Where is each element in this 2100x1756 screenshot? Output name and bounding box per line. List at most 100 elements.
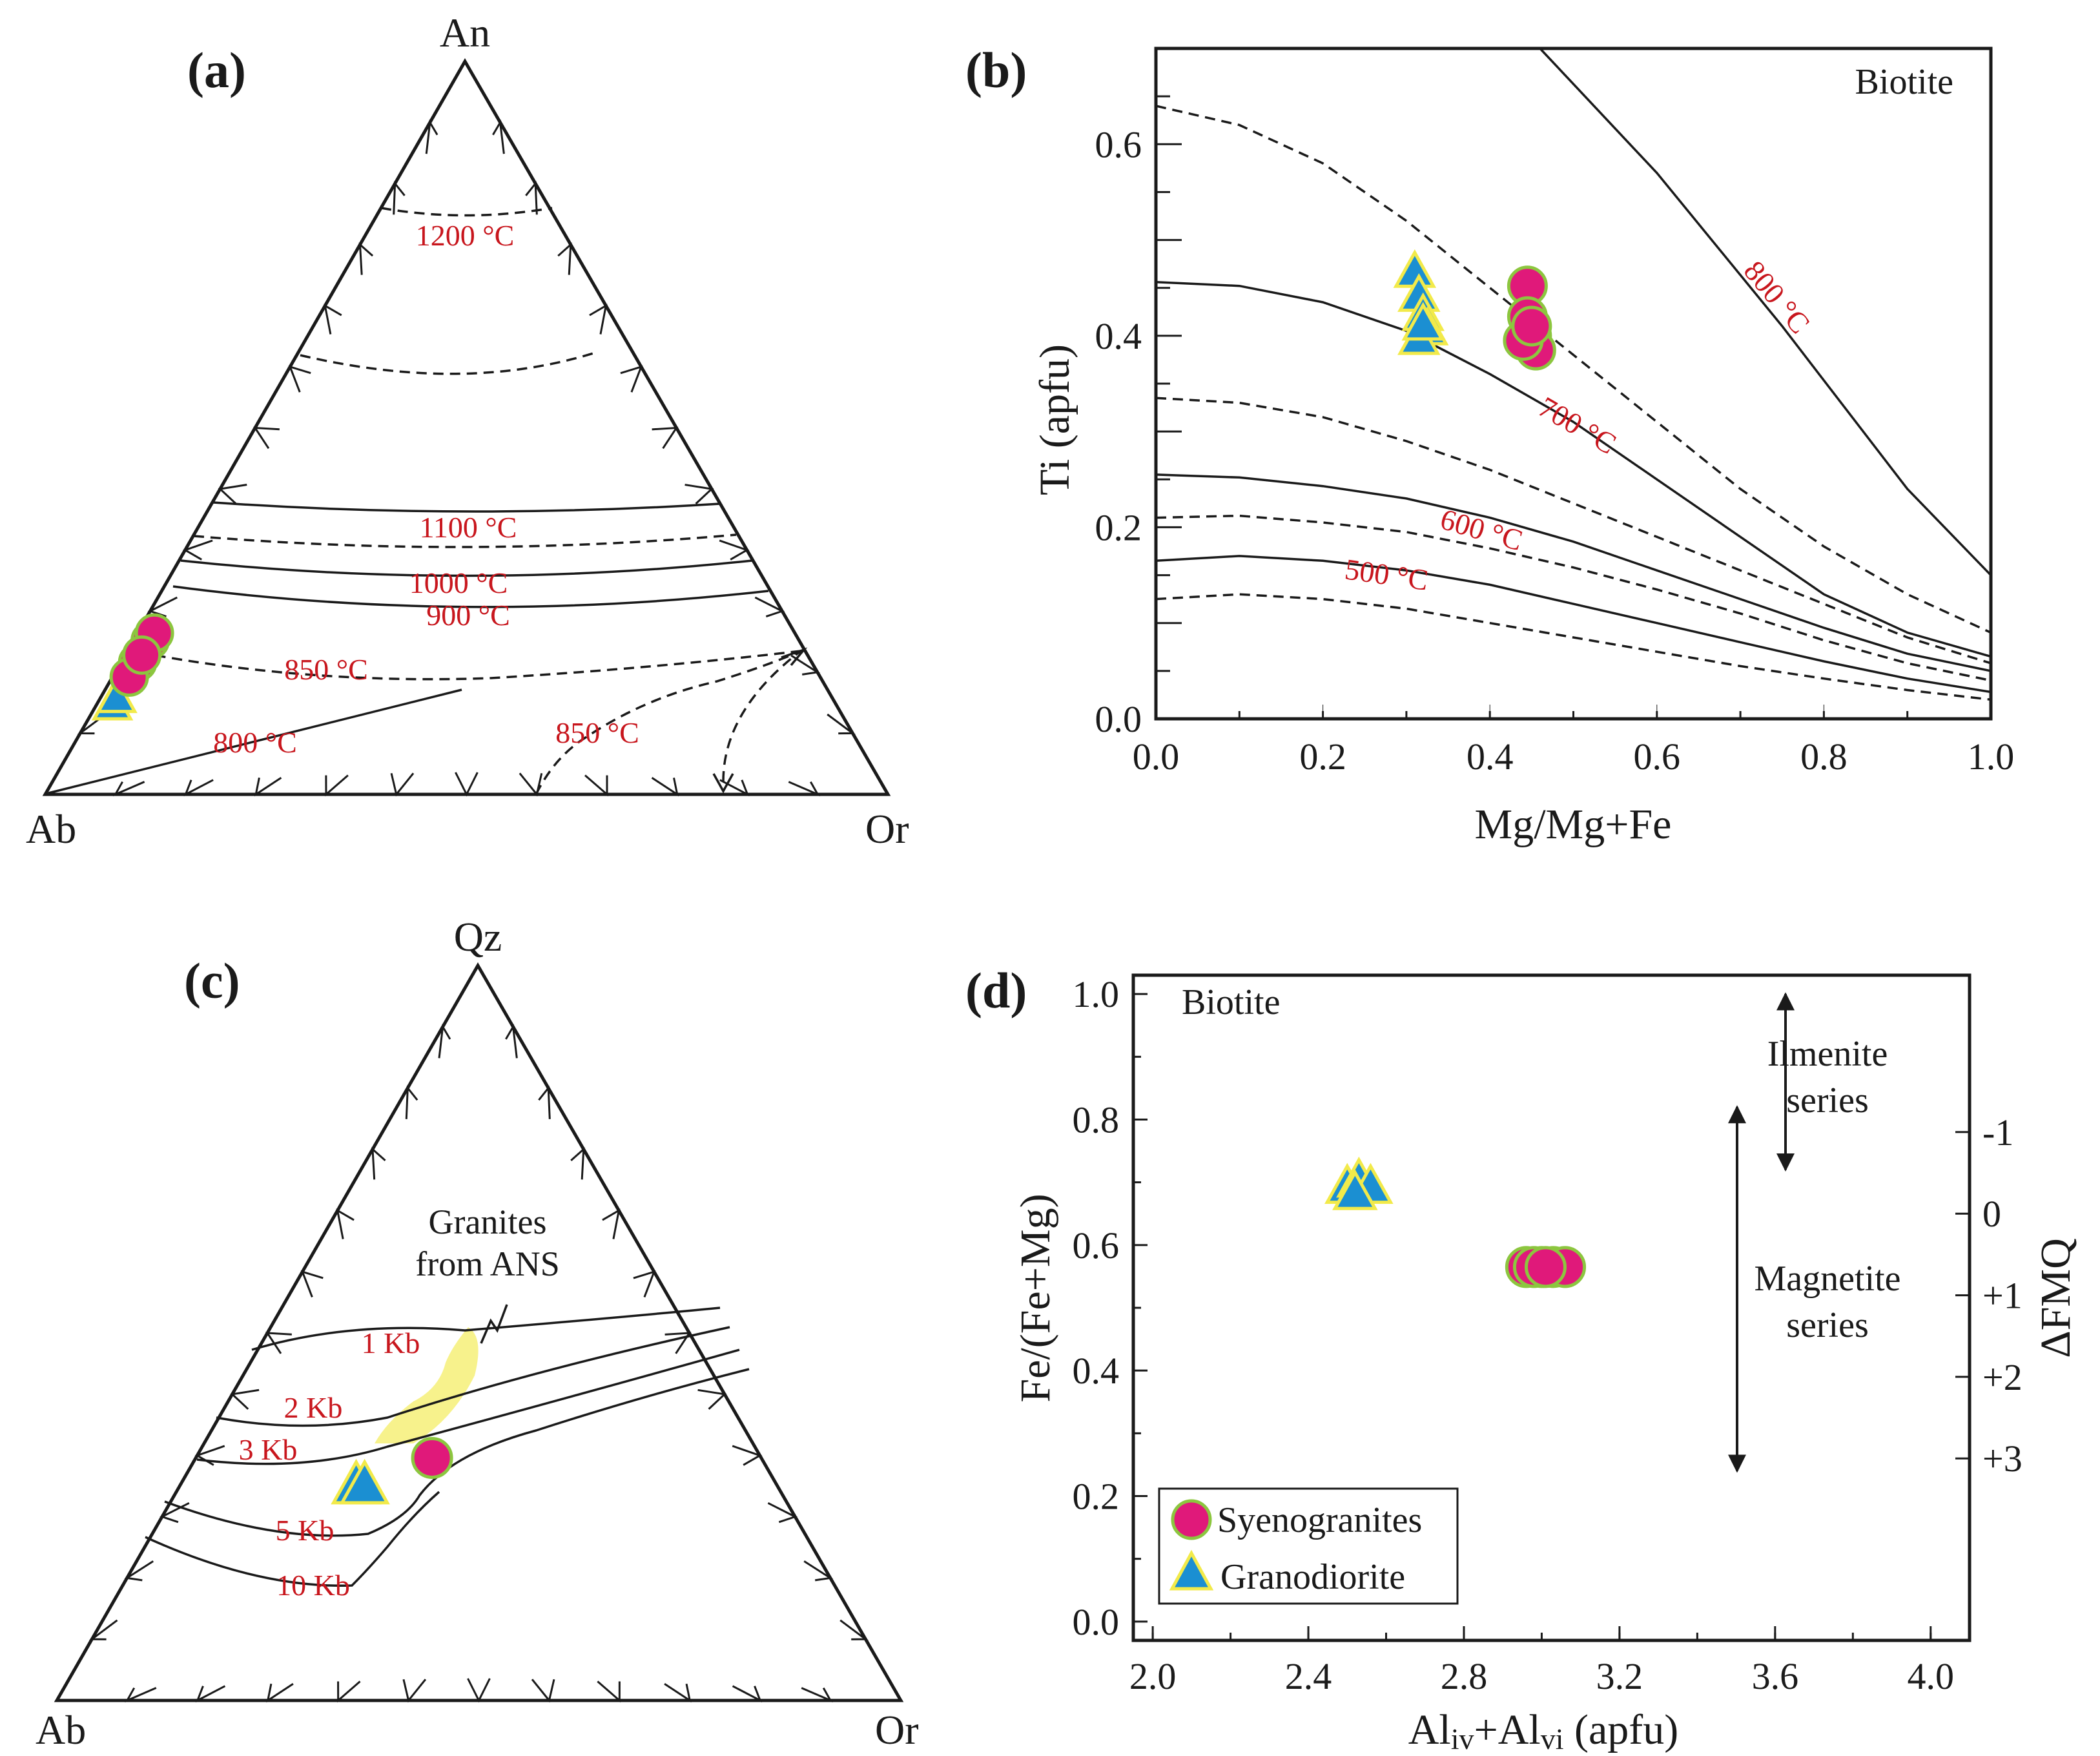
isotherm-a-850 bbox=[138, 650, 801, 681]
tick-left-8 bbox=[336, 1208, 355, 1239]
tick-left-6 bbox=[265, 1332, 292, 1354]
tick-base-1 bbox=[788, 781, 820, 797]
tick-base-4 bbox=[584, 774, 608, 797]
isobar-c-5kb bbox=[164, 1368, 750, 1537]
tick-base-2 bbox=[719, 779, 750, 797]
tick-right-8 bbox=[732, 1445, 763, 1466]
tick-right-5 bbox=[620, 365, 643, 393]
isotherm-a-1100 bbox=[212, 501, 721, 513]
syenogranite-point-c-0 bbox=[411, 1436, 453, 1479]
tick-base-7 bbox=[402, 1679, 427, 1703]
panel-b: (b) 0.0 0.2 0.4 0.6 0.8 1.0 0.0 0.2 0.4 0.6 Bioti… bbox=[965, 42, 2014, 848]
isotherm-a-800-label: 800 °C bbox=[213, 726, 297, 759]
panel-b-label: (b) bbox=[965, 42, 1027, 98]
tick-right-1 bbox=[505, 1024, 518, 1059]
tick-right-7 bbox=[697, 1389, 727, 1410]
xtick-label-b-1: 0.2 bbox=[1299, 736, 1346, 778]
panel-d-ticks: 2.0 2.4 2.8 3.2 3.6 4.0 0.0 0.2 0.4 0.6 0.8 1.0 -1 0 +… bbox=[1073, 973, 2023, 1697]
y2tick-label-d-4: +3 bbox=[1982, 1438, 2023, 1480]
granodiorite-point-c-1 bbox=[339, 1458, 390, 1505]
xtick-label-b-5: 1.0 bbox=[1968, 736, 2015, 778]
ytick-label-d-5: 1.0 bbox=[1073, 973, 1120, 1015]
xlabel-d-units: (apfu) bbox=[1564, 1706, 1679, 1753]
dashed-curve-b-1 bbox=[1156, 397, 1991, 665]
arrow-a-base bbox=[712, 773, 734, 794]
tick-base-11 bbox=[125, 1687, 157, 1703]
tick-left-1 bbox=[88, 1619, 118, 1640]
isobar-c-10kb-label: 10 Kb bbox=[276, 1569, 350, 1602]
tick-base-8 bbox=[337, 1680, 361, 1703]
ytick-label-d-1: 0.2 bbox=[1073, 1476, 1120, 1518]
tick-left-6 bbox=[253, 426, 280, 449]
vertex-or-label: Or bbox=[865, 806, 909, 852]
tick-left-9 bbox=[371, 1146, 386, 1180]
ytick-label-d-0: 0.0 bbox=[1073, 1601, 1120, 1643]
ytick-label-b-3: 0.6 bbox=[1095, 123, 1142, 165]
tick-base-2 bbox=[732, 1685, 763, 1703]
magnetite-label-line1: Magnetite bbox=[1754, 1259, 1900, 1299]
xtick-label-d-1: 2.4 bbox=[1285, 1655, 1332, 1697]
tick-left-10 bbox=[405, 1085, 418, 1119]
tick-base-6 bbox=[467, 1678, 491, 1703]
isotherm-a-1000 bbox=[180, 559, 753, 577]
xtick-label-d-5: 4.0 bbox=[1908, 1655, 1955, 1697]
granodiorite-point-d-3 bbox=[1332, 1169, 1378, 1210]
tick-base-3 bbox=[664, 1683, 692, 1703]
tick-right-2 bbox=[538, 1085, 551, 1119]
y2tick-label-d-2: +1 bbox=[1982, 1275, 2023, 1317]
isotherm-b-500-label: 500 °C bbox=[1343, 552, 1430, 597]
vertex-an-label: An bbox=[440, 10, 490, 56]
arrow-a-cusp bbox=[781, 647, 808, 666]
tick-left-11 bbox=[425, 119, 438, 154]
isotherm-b-0 bbox=[1539, 48, 1991, 576]
vertex-ab-label: Ab bbox=[26, 806, 76, 852]
tick-left-1 bbox=[77, 713, 107, 735]
tick-right-4 bbox=[602, 1208, 621, 1239]
xtick-label-d-0: 2.0 bbox=[1129, 1655, 1177, 1697]
ytick-label-d-3: 0.6 bbox=[1073, 1224, 1120, 1266]
tick-left-4 bbox=[183, 539, 213, 561]
panel-b-ylabel: Ti (apfu) bbox=[1031, 344, 1078, 495]
ternary-a-isotherms bbox=[48, 207, 808, 795]
panel-b-xlabel: Mg/Mg+Fe bbox=[1475, 801, 1672, 848]
tick-right-1 bbox=[492, 119, 505, 154]
panel-b-points bbox=[1393, 249, 1556, 371]
xlabel-d-plus-al: +Al bbox=[1474, 1706, 1541, 1753]
panel-c: (c) Qz Ab Or Granites from ANS 1 Kb 2 Kb… bbox=[36, 914, 919, 1753]
tick-base-3 bbox=[651, 777, 679, 797]
isotherm-a-850-label: 850 °C bbox=[284, 653, 368, 686]
legend: Syenogranites Granodiorite bbox=[1158, 1487, 1459, 1605]
tick-right-11 bbox=[839, 1619, 869, 1640]
isobar-c-3kb-label: 3 Kb bbox=[239, 1433, 298, 1466]
isotherm-a-1200 bbox=[380, 207, 553, 217]
tick-right-7 bbox=[685, 484, 714, 505]
isobar-c-5kb-label: 5 Kb bbox=[276, 1514, 335, 1547]
panel-d-title: Biotite bbox=[1182, 982, 1280, 1022]
tick-left-7 bbox=[288, 365, 311, 393]
dashed-curve-b-0 bbox=[1156, 105, 1991, 634]
ternary-a-frame bbox=[42, 57, 891, 796]
legend-granodiorite-marker bbox=[1169, 1549, 1214, 1591]
tick-base-8 bbox=[325, 774, 349, 797]
vertex-ab-c-label: Ab bbox=[36, 1707, 86, 1753]
isobar-c-2kb-label: 2 Kb bbox=[284, 1391, 343, 1424]
tick-right-2 bbox=[525, 181, 538, 215]
tick-right-6 bbox=[664, 1332, 692, 1354]
panel-d-ylabel: Fe/(Fe+Mg) bbox=[1012, 1193, 1059, 1402]
tick-left-11 bbox=[438, 1024, 451, 1059]
tick-right-9 bbox=[767, 1502, 798, 1524]
panel-a: (a) An Ab Or 1200 °C 1100 °C 1000 °C 900… bbox=[26, 10, 909, 852]
tick-base-5 bbox=[531, 1679, 555, 1703]
ytick-label-b-0: 0.0 bbox=[1095, 698, 1142, 740]
tick-base-9 bbox=[266, 1682, 294, 1703]
ytick-label-d-2: 0.4 bbox=[1073, 1350, 1120, 1392]
tick-base-4 bbox=[597, 1680, 621, 1703]
syenogranite-point-b-5 bbox=[1511, 305, 1552, 347]
ans-annotation-line2: from ANS bbox=[415, 1245, 560, 1283]
magnetite-label-line2: series bbox=[1786, 1305, 1869, 1345]
isotherm-a-800 bbox=[48, 688, 462, 794]
isotherm-a-dashed-upper bbox=[300, 351, 598, 375]
tick-base-10 bbox=[195, 1685, 226, 1703]
panel-b-frame bbox=[1154, 46, 1993, 721]
